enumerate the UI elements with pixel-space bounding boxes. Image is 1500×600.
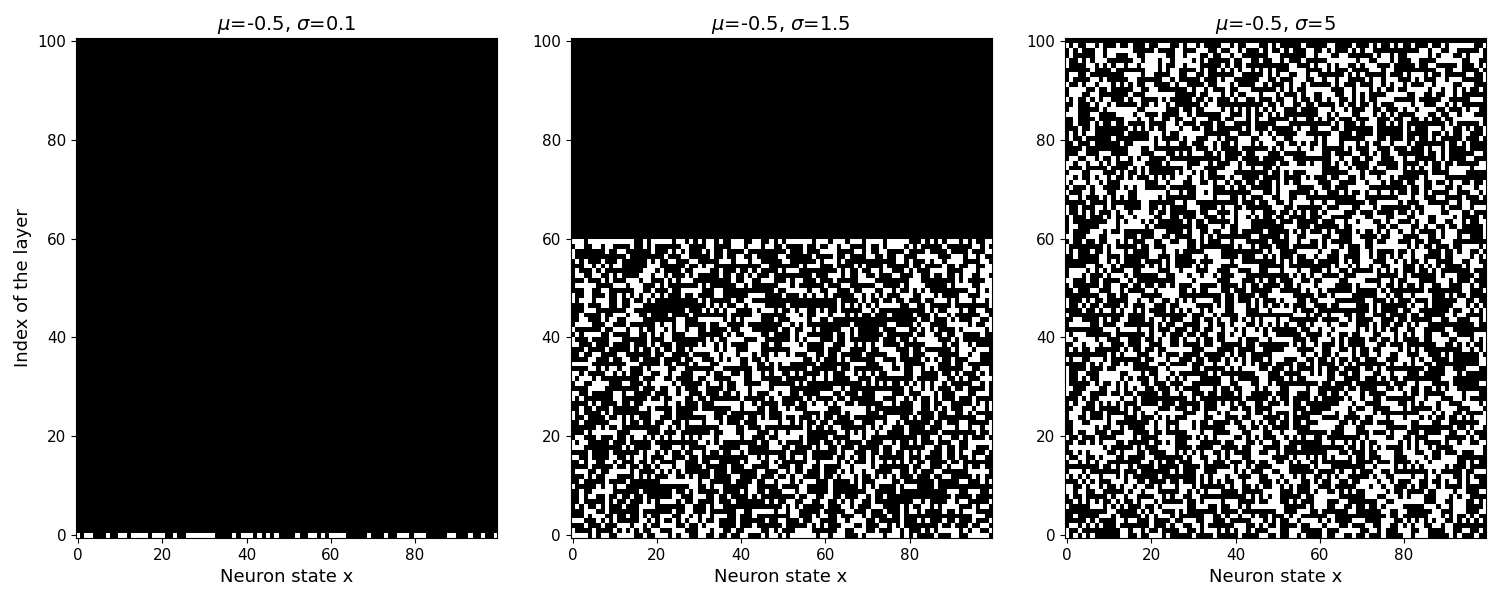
Y-axis label: Index of the layer: Index of the layer [13, 209, 32, 367]
X-axis label: Neuron state x: Neuron state x [220, 568, 352, 586]
X-axis label: Neuron state x: Neuron state x [1209, 568, 1342, 586]
X-axis label: Neuron state x: Neuron state x [714, 568, 848, 586]
Title: $\mu$=-0.5, $\sigma$=5: $\mu$=-0.5, $\sigma$=5 [1215, 14, 1336, 36]
Title: $\mu$=-0.5, $\sigma$=0.1: $\mu$=-0.5, $\sigma$=0.1 [217, 14, 357, 36]
Title: $\mu$=-0.5, $\sigma$=1.5: $\mu$=-0.5, $\sigma$=1.5 [711, 14, 850, 36]
